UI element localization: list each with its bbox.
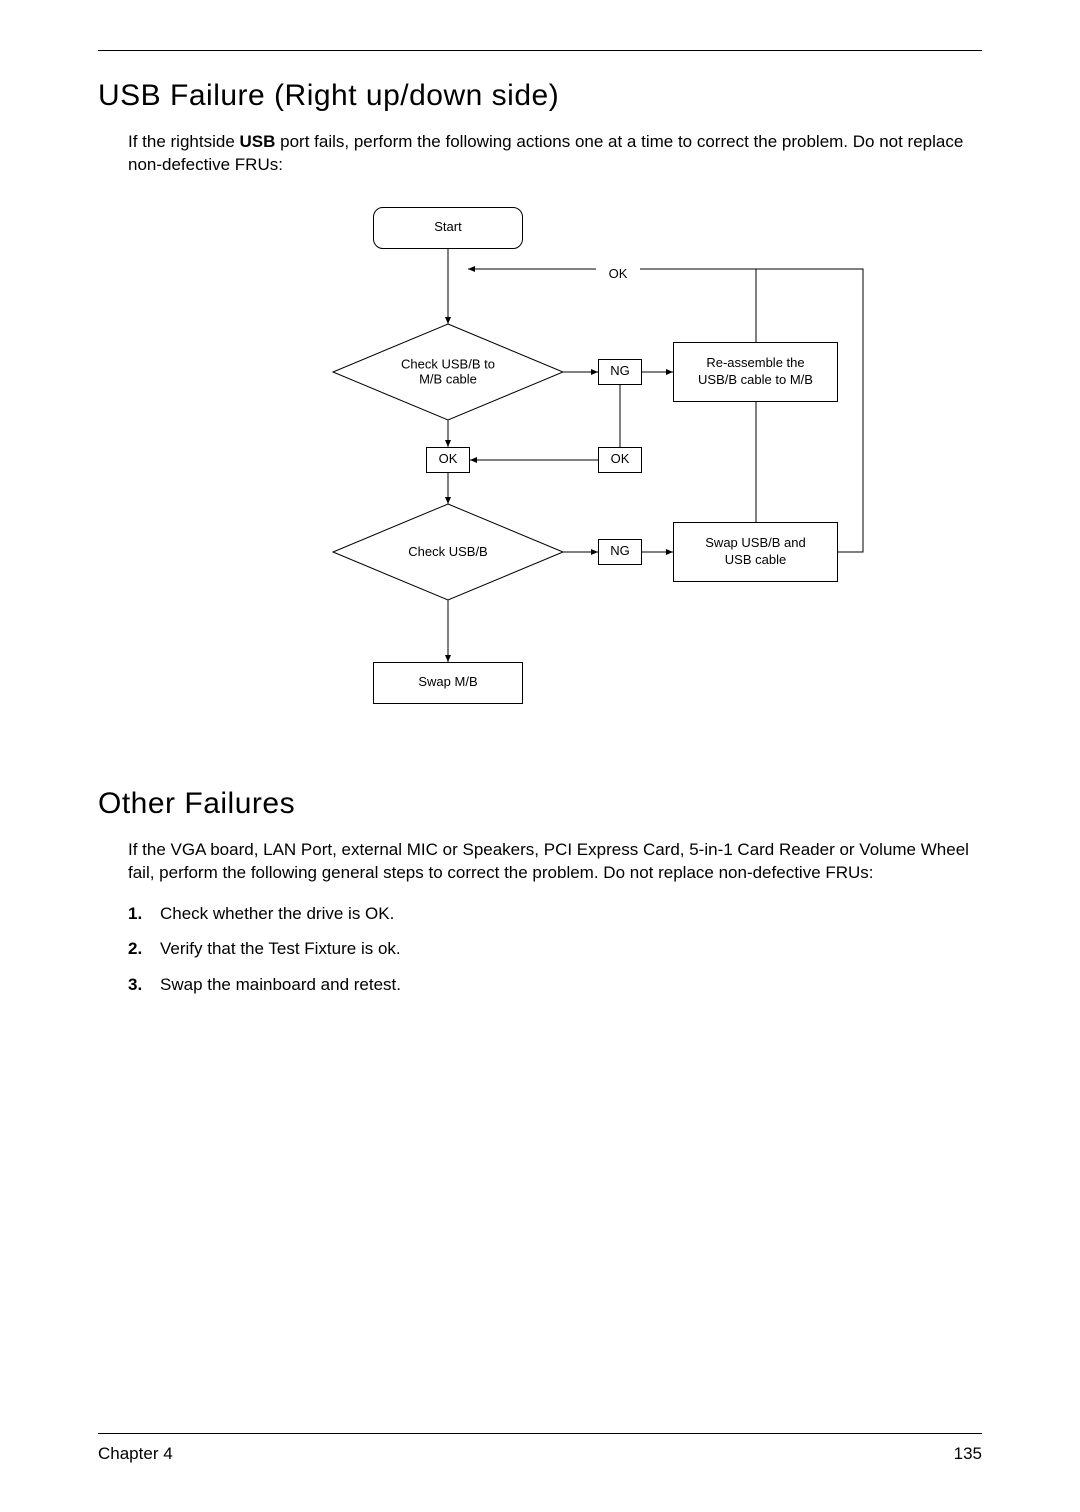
section1-intro: If the rightside USB port fails, perform… [128, 131, 982, 177]
section2-title: Other Failures [98, 787, 982, 821]
edge-label-ok-top: OK [596, 265, 640, 285]
flowchart-node-ok1box: OK [426, 447, 470, 473]
rule-top [98, 50, 982, 51]
step-text: Check whether the drive is OK. [160, 904, 394, 923]
svg-text:Check USB/B to: Check USB/B to [401, 356, 495, 371]
step-num: 1. [128, 901, 142, 927]
usb-failure-flowchart: Check USB/B toM/B cable Check USB/B Start… [278, 197, 878, 757]
flowchart-svg: Check USB/B toM/B cable Check USB/B [278, 197, 878, 757]
step-num: 3. [128, 972, 142, 998]
step-num: 2. [128, 936, 142, 962]
rule-bottom [98, 1433, 982, 1434]
section1-title: USB Failure (Right up/down side) [98, 79, 982, 113]
page-content: USB Failure (Right up/down side) If the … [98, 50, 982, 1007]
step-item: 1. Check whether the drive is OK. [128, 901, 982, 927]
step-item: 3. Swap the mainboard and retest. [128, 972, 982, 998]
svg-text:M/B cable: M/B cable [419, 371, 477, 386]
step-text: Verify that the Test Fixture is ok. [160, 939, 401, 958]
flowchart-node-ng2: NG [598, 539, 642, 565]
svg-text:Check USB/B: Check USB/B [408, 544, 487, 559]
step-item: 2. Verify that the Test Fixture is ok. [128, 936, 982, 962]
footer-right: 135 [954, 1444, 982, 1464]
flowchart-node-ok2box: OK [598, 447, 642, 473]
footer-left: Chapter 4 [98, 1444, 173, 1464]
flowchart-node-swap1: Swap USB/B andUSB cable [673, 522, 838, 582]
flowchart-node-swapmb: Swap M/B [373, 662, 523, 704]
page-footer: Chapter 4 135 [98, 1433, 982, 1464]
steps-list: 1. Check whether the drive is OK. 2. Verif… [128, 901, 982, 998]
footer-row: Chapter 4 135 [98, 1444, 982, 1464]
intro-bold: USB [240, 132, 276, 151]
flowchart-node-start: Start [373, 207, 523, 249]
flowchart-node-reasm: Re-assemble theUSB/B cable to M/B [673, 342, 838, 402]
step-text: Swap the mainboard and retest. [160, 975, 401, 994]
intro-pre: If the rightside [128, 132, 240, 151]
section2-intro: If the VGA board, LAN Port, external MIC… [128, 839, 982, 885]
flowchart-node-ng1: NG [598, 359, 642, 385]
